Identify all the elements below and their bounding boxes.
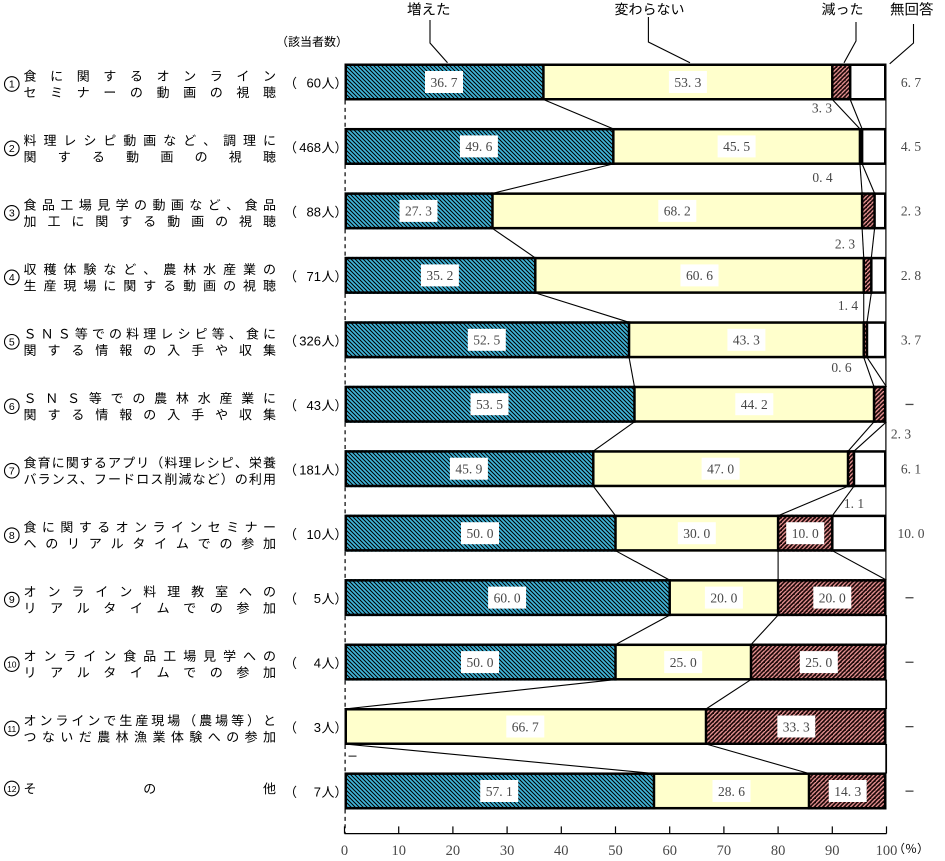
svg-text:50. 0: 50. 0 — [467, 655, 494, 670]
svg-text:53. 5: 53. 5 — [476, 397, 503, 412]
svg-text:4: 4 — [9, 272, 15, 284]
svg-text:45. 9: 45. 9 — [455, 462, 482, 477]
svg-text:100: 100 — [876, 843, 898, 859]
svg-text:6. 1: 6. 1 — [901, 462, 921, 477]
svg-text:33. 3: 33. 3 — [783, 719, 810, 734]
svg-text:326: 326 — [299, 333, 321, 348]
svg-text:9: 9 — [9, 594, 15, 606]
svg-text:43: 43 — [307, 398, 321, 413]
svg-text:5: 5 — [9, 336, 15, 348]
svg-text:10: 10 — [391, 843, 406, 859]
svg-text:40: 40 — [554, 843, 569, 859]
svg-text:68. 2: 68. 2 — [664, 204, 691, 219]
svg-text:10: 10 — [7, 660, 17, 670]
svg-text:2. 3: 2. 3 — [835, 236, 856, 251]
svg-text:7: 7 — [314, 785, 321, 800]
svg-text:11: 11 — [7, 724, 16, 734]
svg-text:10: 10 — [307, 527, 321, 542]
svg-text:12: 12 — [7, 784, 17, 794]
svg-text:3: 3 — [314, 720, 321, 735]
svg-text:181: 181 — [299, 462, 321, 477]
svg-text:10. 0: 10. 0 — [898, 526, 925, 541]
svg-text:60. 0: 60. 0 — [494, 590, 521, 605]
svg-text:20. 0: 20. 0 — [710, 590, 737, 605]
svg-text:0: 0 — [341, 843, 348, 859]
svg-text:10. 0: 10. 0 — [792, 526, 819, 541]
svg-text:30: 30 — [500, 843, 515, 859]
svg-text:3. 7: 3. 7 — [901, 333, 922, 348]
svg-text:2. 3: 2. 3 — [901, 204, 922, 219]
svg-text:2: 2 — [9, 143, 15, 155]
svg-text:70: 70 — [717, 843, 732, 859]
svg-text:8: 8 — [9, 530, 15, 542]
svg-text:6. 7: 6. 7 — [901, 75, 922, 90]
svg-text:25. 0: 25. 0 — [670, 655, 697, 670]
svg-text:35. 2: 35. 2 — [426, 268, 453, 283]
svg-text:20: 20 — [446, 843, 461, 859]
svg-text:2. 3: 2. 3 — [891, 426, 912, 441]
svg-text:20. 0: 20. 0 — [819, 590, 846, 605]
svg-text:71: 71 — [307, 269, 321, 284]
svg-text:7: 7 — [9, 465, 15, 477]
svg-text:66. 7: 66. 7 — [512, 719, 539, 734]
svg-text:468: 468 — [299, 140, 321, 155]
svg-text:88: 88 — [307, 205, 321, 220]
svg-text:90: 90 — [825, 843, 840, 859]
svg-text:45. 5: 45. 5 — [723, 139, 750, 154]
svg-text:57. 1: 57. 1 — [486, 784, 513, 799]
svg-text:49. 6: 49. 6 — [465, 139, 492, 154]
svg-text:47. 0: 47. 0 — [707, 462, 734, 477]
svg-text:1. 4: 1. 4 — [838, 298, 859, 313]
svg-text:44. 2: 44. 2 — [741, 397, 768, 412]
svg-text:50. 0: 50. 0 — [467, 526, 494, 541]
svg-text:36. 7: 36. 7 — [431, 75, 458, 90]
svg-text:28. 6: 28. 6 — [718, 784, 745, 799]
svg-text:3. 3: 3. 3 — [812, 100, 833, 115]
svg-text:30. 0: 30. 0 — [683, 526, 710, 541]
svg-text:53. 3: 53. 3 — [674, 75, 701, 90]
svg-text:80: 80 — [771, 843, 786, 859]
svg-text:60. 6: 60. 6 — [686, 268, 713, 283]
svg-text:1. 1: 1. 1 — [844, 496, 864, 511]
svg-text:0. 4: 0. 4 — [812, 170, 833, 185]
svg-text:1: 1 — [9, 79, 15, 91]
svg-text:27. 3: 27. 3 — [405, 204, 432, 219]
svg-text:5: 5 — [314, 591, 321, 606]
svg-text:52. 5: 52. 5 — [473, 333, 500, 348]
svg-text:4. 5: 4. 5 — [901, 139, 922, 154]
svg-text:2. 8: 2. 8 — [901, 268, 922, 283]
svg-text:14. 3: 14. 3 — [834, 784, 861, 799]
svg-text:43. 3: 43. 3 — [733, 333, 760, 348]
svg-text:4: 4 — [314, 656, 321, 671]
svg-text:60: 60 — [662, 843, 677, 859]
svg-text:6: 6 — [9, 401, 15, 413]
svg-text:60: 60 — [307, 76, 321, 91]
svg-text:50: 50 — [608, 843, 623, 859]
svg-text:25. 0: 25. 0 — [805, 655, 832, 670]
svg-text:0. 6: 0. 6 — [831, 360, 852, 375]
svg-text:3: 3 — [9, 208, 15, 220]
